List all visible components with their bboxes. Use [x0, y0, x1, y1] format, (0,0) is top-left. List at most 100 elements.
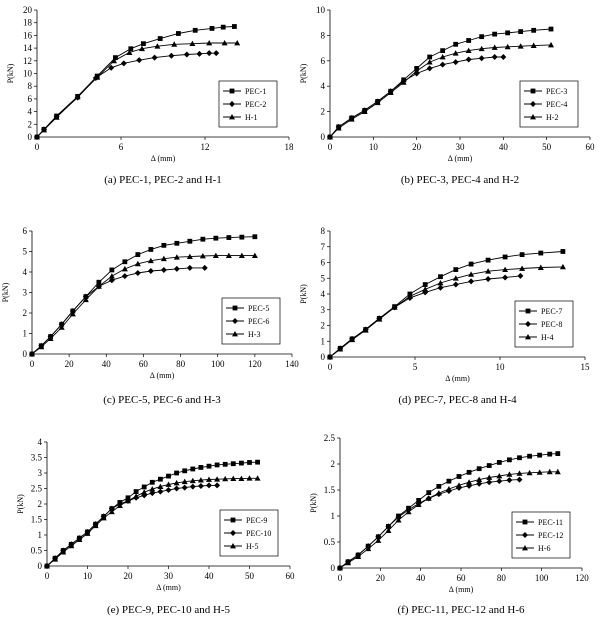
- y-tick-label: 5: [23, 247, 28, 257]
- data-point-h-2: [517, 43, 524, 49]
- x-tick-label: 20: [412, 142, 422, 152]
- data-point-pec-2: [183, 51, 190, 58]
- y-tick-label: 2.5: [324, 433, 336, 443]
- data-point-pec-4: [426, 65, 433, 72]
- legend-label: H-6: [538, 544, 550, 553]
- y-tick-label: 0: [321, 352, 326, 362]
- data-point-h-3: [38, 343, 45, 350]
- y-tick-label: 6: [321, 258, 326, 268]
- data-point-pec-3: [479, 34, 485, 40]
- data-point-pec-9: [198, 465, 204, 470]
- data-point-pec-10: [214, 482, 221, 489]
- data-point-h-1: [94, 74, 101, 80]
- legend-label: PEC-10: [246, 529, 271, 538]
- data-point-h-6: [526, 469, 533, 476]
- data-point-h-2: [491, 44, 498, 50]
- data-point-h-6: [476, 476, 483, 482]
- y-tick-label: 8: [321, 226, 326, 236]
- data-point-pec-11: [517, 455, 522, 461]
- data-point-pec-12: [385, 523, 392, 530]
- x-tick-label: 0: [338, 573, 343, 583]
- data-point-pec-9: [182, 468, 188, 474]
- data-point-pec-11: [555, 451, 561, 456]
- data-point-pec-6: [147, 267, 154, 274]
- data-point-pec-5: [148, 247, 154, 252]
- data-point-pec-9: [206, 463, 212, 469]
- data-point-h-2: [530, 42, 537, 48]
- data-point-pec-5: [200, 236, 206, 242]
- y-tick-label: 0: [23, 349, 28, 359]
- legend-label: H-1: [245, 113, 257, 122]
- series-line-pec-1: [36, 26, 235, 138]
- y-tick-label: 12: [23, 56, 32, 66]
- data-point-h-5: [92, 522, 99, 529]
- x-tick-label: 18: [285, 142, 295, 152]
- legend-box: [218, 80, 278, 128]
- data-point-pec-6: [134, 270, 141, 277]
- data-point-h-3: [47, 335, 54, 342]
- data-point-h-6: [405, 508, 412, 515]
- data-point-pec-2: [151, 54, 158, 61]
- y-tick-label: 2: [321, 321, 326, 331]
- chart-panel-6: 0 20 40 60 80 100 120 0 0.5 1 1.5 2 2.5 Δ (mm) P(kN) PE…: [309, 433, 589, 616]
- data-point-h-3: [251, 252, 258, 258]
- x-tick-label: 0: [328, 142, 333, 152]
- data-point-h-2: [348, 116, 355, 122]
- y-tick-label: 5: [321, 273, 326, 283]
- data-point-pec-2: [206, 50, 213, 57]
- data-point-h-1: [206, 40, 213, 46]
- data-point-h-6: [455, 482, 462, 488]
- data-point-h-5: [206, 476, 212, 482]
- data-point-pec-9: [141, 484, 147, 490]
- chart-panel-5: 0 10 20 30 40 50 60 0 0.5 1 1.5 2 2.5 3 3.5 4 Δ (mm) P(kN…: [16, 437, 295, 616]
- legend-marker: [525, 321, 531, 327]
- data-point-h-4: [376, 316, 383, 322]
- data-point-h-6: [554, 468, 561, 475]
- data-point-pec-11: [507, 457, 512, 463]
- data-point-pec-5: [252, 234, 258, 240]
- legend-marker: [229, 114, 235, 120]
- x-tick-label: 120: [248, 359, 262, 369]
- data-point-pec-11: [466, 469, 472, 475]
- data-point-pec-11: [416, 498, 422, 503]
- legend-label: PEC-6: [248, 317, 269, 326]
- data-point-h-2: [400, 79, 407, 85]
- data-point-pec-8: [485, 276, 492, 283]
- data-point-pec-11: [456, 474, 462, 479]
- data-point-h-3: [69, 311, 76, 317]
- data-point-h-3: [95, 283, 102, 289]
- data-point-h-6: [516, 470, 523, 476]
- legend-marker: [522, 519, 528, 525]
- data-point-h-6: [506, 471, 513, 477]
- data-point-pec-4: [500, 53, 507, 60]
- data-point-pec-8: [517, 272, 524, 279]
- data-point-h-1: [126, 49, 133, 55]
- legend-label: PEC-1: [245, 87, 266, 96]
- data-point-pec-10: [197, 483, 204, 490]
- y-tick-label: 1.5: [324, 485, 336, 495]
- data-point-h-6: [415, 501, 422, 507]
- data-point-h-2: [335, 125, 342, 131]
- data-point-pec-6: [173, 265, 180, 272]
- data-point-h-1: [139, 45, 145, 52]
- legend-label: PEC-11: [538, 518, 563, 527]
- data-point-pec-4: [491, 53, 498, 60]
- x-tick-label: 6: [119, 142, 124, 152]
- y-tick-label: 6: [28, 94, 33, 104]
- data-point-h-5: [108, 508, 115, 515]
- legend-marker: [230, 543, 236, 549]
- x-tick-label: 0: [45, 571, 50, 581]
- x-tick-label: 10: [369, 142, 379, 152]
- data-point-pec-6: [201, 264, 208, 271]
- data-point-h-3: [186, 253, 193, 260]
- legend-marker: [229, 88, 235, 94]
- x-tick-label: 50: [542, 142, 552, 152]
- x-tick-label: 20: [65, 359, 75, 369]
- data-point-pec-5: [96, 279, 102, 285]
- y-tick-label: 0.5: [324, 537, 336, 547]
- data-point-pec-7: [468, 261, 474, 267]
- x-tick-label: 30: [164, 571, 174, 581]
- data-point-h-2: [387, 89, 394, 95]
- x-tick-label: 60: [457, 573, 467, 583]
- legend-label: PEC-5: [248, 304, 269, 313]
